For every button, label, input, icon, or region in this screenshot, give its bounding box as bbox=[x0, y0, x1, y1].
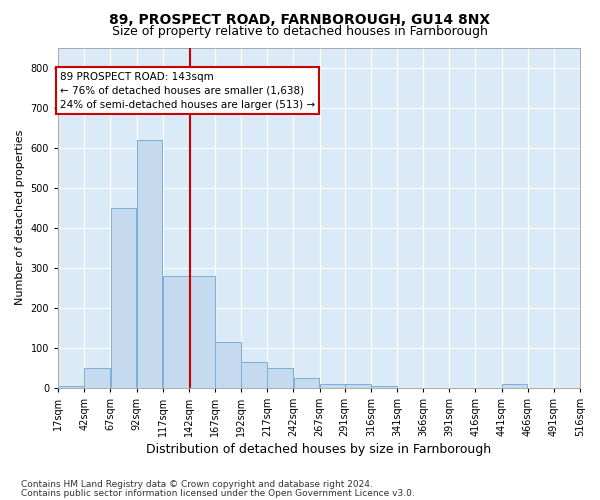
Text: Contains HM Land Registry data © Crown copyright and database right 2024.: Contains HM Land Registry data © Crown c… bbox=[21, 480, 373, 489]
Bar bbox=[345, 384, 371, 388]
Bar bbox=[163, 276, 188, 388]
Bar bbox=[502, 384, 527, 388]
Text: 89 PROSPECT ROAD: 143sqm
← 76% of detached houses are smaller (1,638)
24% of sem: 89 PROSPECT ROAD: 143sqm ← 76% of detach… bbox=[60, 72, 316, 110]
Bar bbox=[85, 368, 110, 388]
Bar bbox=[293, 378, 319, 388]
Text: 89, PROSPECT ROAD, FARNBOROUGH, GU14 8NX: 89, PROSPECT ROAD, FARNBOROUGH, GU14 8NX bbox=[109, 12, 491, 26]
Bar bbox=[110, 208, 136, 388]
X-axis label: Distribution of detached houses by size in Farnborough: Distribution of detached houses by size … bbox=[146, 443, 491, 456]
Y-axis label: Number of detached properties: Number of detached properties bbox=[15, 130, 25, 306]
Bar bbox=[137, 140, 163, 388]
Bar bbox=[268, 368, 293, 388]
Text: Contains public sector information licensed under the Open Government Licence v3: Contains public sector information licen… bbox=[21, 488, 415, 498]
Bar bbox=[371, 386, 397, 388]
Text: Size of property relative to detached houses in Farnborough: Size of property relative to detached ho… bbox=[112, 25, 488, 38]
Bar bbox=[215, 342, 241, 388]
Bar bbox=[58, 386, 84, 388]
Bar bbox=[320, 384, 346, 388]
Bar bbox=[241, 362, 267, 388]
Bar bbox=[189, 276, 215, 388]
